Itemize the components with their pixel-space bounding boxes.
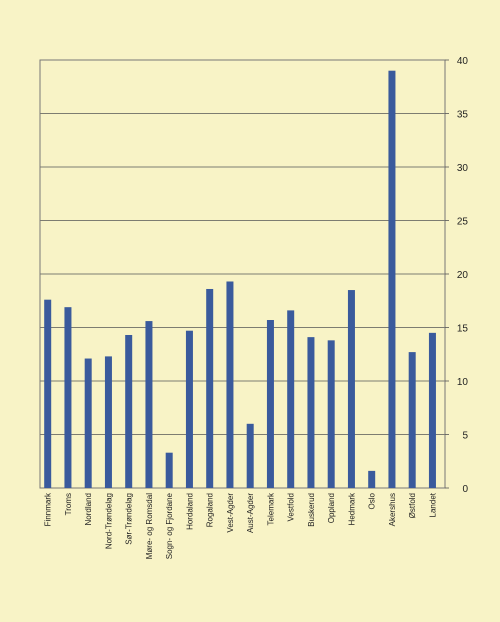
y-tick-label: 35 <box>457 110 469 121</box>
x-category-label: Sør-Trøndelag <box>125 493 134 545</box>
x-category-label: Vest-Agder <box>226 493 235 533</box>
x-category-label: Møre- og Romsdal <box>145 493 154 559</box>
x-category-label: Østfold <box>408 493 417 518</box>
y-axis-ticks: 0 5 10 15 20 25 30 35 40 <box>445 56 468 495</box>
y-tick-label: 20 <box>457 270 469 281</box>
x-category-label: Landet <box>428 492 437 517</box>
x-category-label: Akershus <box>388 493 397 526</box>
bar <box>388 70 396 488</box>
x-axis-labels: Finnmark Troms Nordland Nord-Trøndelag Sør-T… <box>44 492 438 559</box>
x-category-label: Troms <box>64 493 73 515</box>
bar <box>64 307 72 488</box>
bar <box>145 321 153 488</box>
bar <box>84 358 92 488</box>
bar <box>327 340 335 488</box>
bar <box>206 288 214 488</box>
gridlines <box>40 59 445 489</box>
x-category-label: Buskerud <box>307 493 316 527</box>
bar <box>185 330 193 488</box>
x-category-label: Oslo <box>368 492 377 509</box>
x-category-label: Finnmark <box>44 492 53 526</box>
bar <box>104 356 112 488</box>
bar <box>246 423 254 488</box>
bar <box>125 334 133 488</box>
bar <box>408 352 416 488</box>
x-category-label: Aust-Agder <box>246 493 255 533</box>
bar <box>266 320 274 488</box>
y-tick-label: 0 <box>462 484 468 495</box>
bar <box>428 332 436 488</box>
y-tick-label: 15 <box>457 324 469 335</box>
x-category-label: Telemark <box>266 492 275 525</box>
x-category-label: Nord-Trøndelag <box>104 493 113 549</box>
x-category-label: Rogaland <box>206 493 215 527</box>
y-tick-label: 10 <box>457 377 469 388</box>
x-category-label: Oppland <box>327 493 336 523</box>
bar <box>44 299 52 488</box>
y-tick-label: 40 <box>457 56 469 67</box>
bar <box>226 281 234 488</box>
bar <box>368 470 376 488</box>
x-category-label: Sogn- og Fjordane <box>165 492 174 559</box>
bar <box>307 337 315 488</box>
x-category-label: Vestfold <box>287 493 296 521</box>
x-category-label: Hedmark <box>347 492 356 525</box>
y-tick-label: 5 <box>462 431 468 442</box>
x-category-label: Hordaland <box>185 493 194 530</box>
y-tick-label: 25 <box>457 217 469 228</box>
bar <box>287 310 295 488</box>
bars <box>44 70 436 488</box>
y-tick-label: 30 <box>457 163 469 174</box>
bar <box>165 452 173 488</box>
bar <box>347 290 355 488</box>
x-category-label: Nordland <box>84 493 93 525</box>
